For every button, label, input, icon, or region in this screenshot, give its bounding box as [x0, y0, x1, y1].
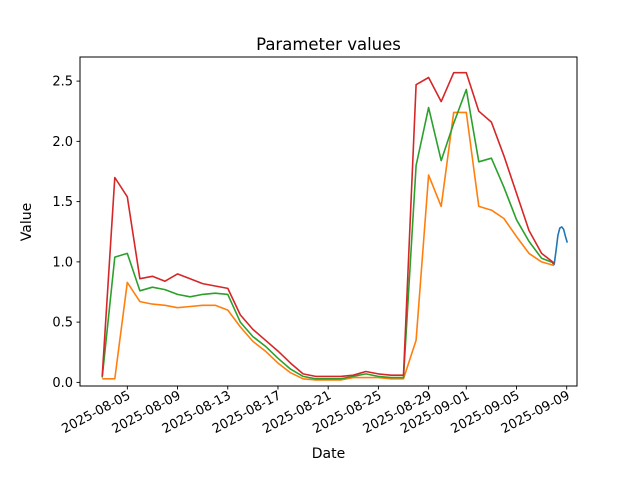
y-tick-label: 1.0 — [52, 255, 73, 270]
parameter-red-line — [101, 71, 555, 378]
y-tick-label: 2.5 — [52, 75, 73, 90]
parameter-orange-line — [102, 111, 555, 381]
y-tick-label: 1.5 — [52, 195, 73, 210]
y-tick-label: 0.5 — [52, 316, 73, 331]
axes-frame — [79, 56, 578, 387]
y-axis-label: Value — [19, 202, 35, 242]
y-tick-label: 2.0 — [52, 135, 73, 150]
parameter-green-line — [101, 88, 555, 380]
chart-title: Parameter values — [256, 35, 401, 54]
y-tick-label: 0.0 — [52, 376, 73, 391]
parameter-blue-line — [551, 226, 569, 266]
x-axis-label: Date — [311, 446, 346, 462]
